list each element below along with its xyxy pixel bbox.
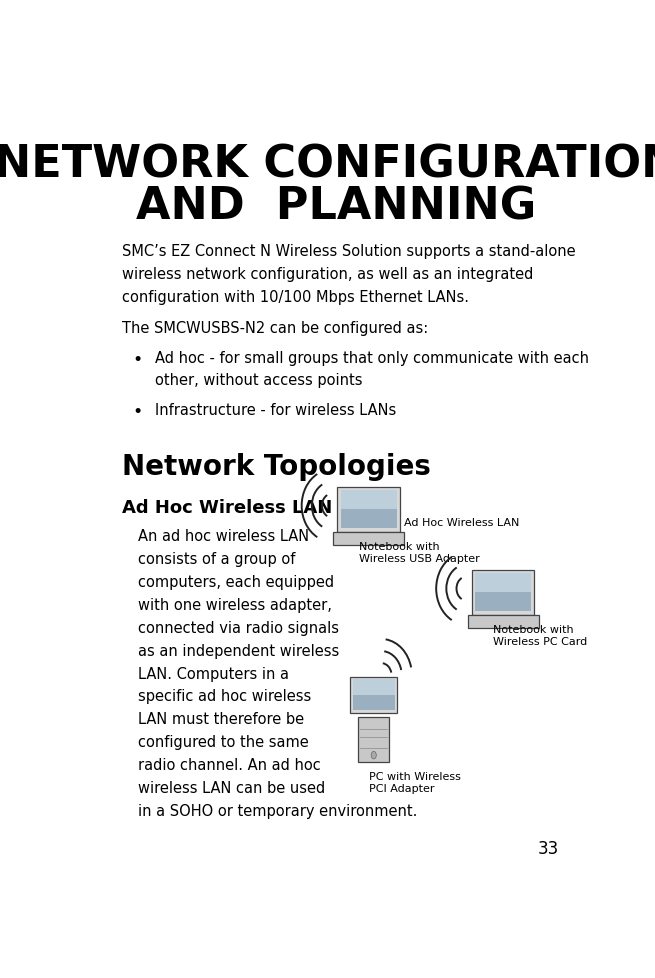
- Text: Ad Hoc Wireless LAN: Ad Hoc Wireless LAN: [404, 517, 519, 527]
- Text: specific ad hoc wireless: specific ad hoc wireless: [138, 689, 311, 704]
- Text: configuration with 10/100 Mbps Ethernet LANs.: configuration with 10/100 Mbps Ethernet …: [122, 289, 470, 304]
- Text: wireless LAN can be used: wireless LAN can be used: [138, 780, 325, 795]
- Bar: [337, 487, 400, 532]
- Text: Ad Hoc Wireless LAN: Ad Hoc Wireless LAN: [122, 499, 333, 516]
- Text: consists of a group of: consists of a group of: [138, 552, 295, 566]
- Bar: [341, 490, 397, 510]
- Bar: [353, 680, 395, 710]
- Text: other, without access points: other, without access points: [155, 373, 363, 388]
- Text: Infrastructure - for wireless LANs: Infrastructure - for wireless LANs: [155, 403, 397, 418]
- Bar: [350, 677, 398, 713]
- Text: as an independent wireless: as an independent wireless: [138, 643, 339, 658]
- Text: connected via radio signals: connected via radio signals: [138, 620, 339, 635]
- Text: in a SOHO or temporary environment.: in a SOHO or temporary environment.: [138, 803, 417, 818]
- Text: wireless network configuration, as well as an integrated: wireless network configuration, as well …: [122, 267, 534, 282]
- Text: AND  P​LANNING: AND P​LANNING: [136, 185, 536, 228]
- Text: radio channel. An ad hoc: radio channel. An ad hoc: [138, 757, 320, 773]
- Circle shape: [371, 752, 376, 759]
- Text: An ad hoc wireless LAN: An ad hoc wireless LAN: [138, 529, 309, 544]
- Text: Notebook with
Wireless PC Card: Notebook with Wireless PC Card: [493, 624, 588, 645]
- Bar: [475, 573, 531, 593]
- Text: Notebook with
Wireless USB Adapter: Notebook with Wireless USB Adapter: [358, 542, 479, 563]
- Text: Ad hoc - for small groups that only communicate with each: Ad hoc - for small groups that only comm…: [155, 350, 590, 366]
- Text: •: •: [132, 350, 143, 369]
- Bar: [475, 573, 531, 611]
- Bar: [358, 717, 389, 762]
- Text: computers, each equipped: computers, each equipped: [138, 574, 334, 590]
- Text: configured to the same: configured to the same: [138, 734, 309, 749]
- Text: LAN must therefore be: LAN must therefore be: [138, 712, 304, 727]
- Text: LAN. Computers in a: LAN. Computers in a: [138, 666, 289, 681]
- Text: SMC’s EZ Connect N Wireless Solution supports a stand-alone: SMC’s EZ Connect N Wireless Solution sup…: [122, 244, 576, 259]
- Bar: [341, 491, 397, 529]
- Text: PC with Wireless
PCI Adapter: PC with Wireless PCI Adapter: [369, 771, 460, 793]
- Bar: [353, 679, 395, 695]
- Text: The SMCWUSBS-N2 can be configured as:: The SMCWUSBS-N2 can be configured as:: [122, 321, 429, 335]
- Text: N​ETWORK C​ONFIGURATION: N​ETWORK C​ONFIGURATION: [0, 144, 655, 187]
- Bar: [333, 532, 404, 546]
- Bar: [472, 570, 534, 615]
- Text: Network Topologies: Network Topologies: [122, 453, 432, 480]
- Text: 33: 33: [538, 839, 559, 857]
- Bar: [468, 615, 539, 629]
- Text: •: •: [132, 403, 143, 421]
- Text: with one wireless adapter,: with one wireless adapter,: [138, 598, 331, 612]
